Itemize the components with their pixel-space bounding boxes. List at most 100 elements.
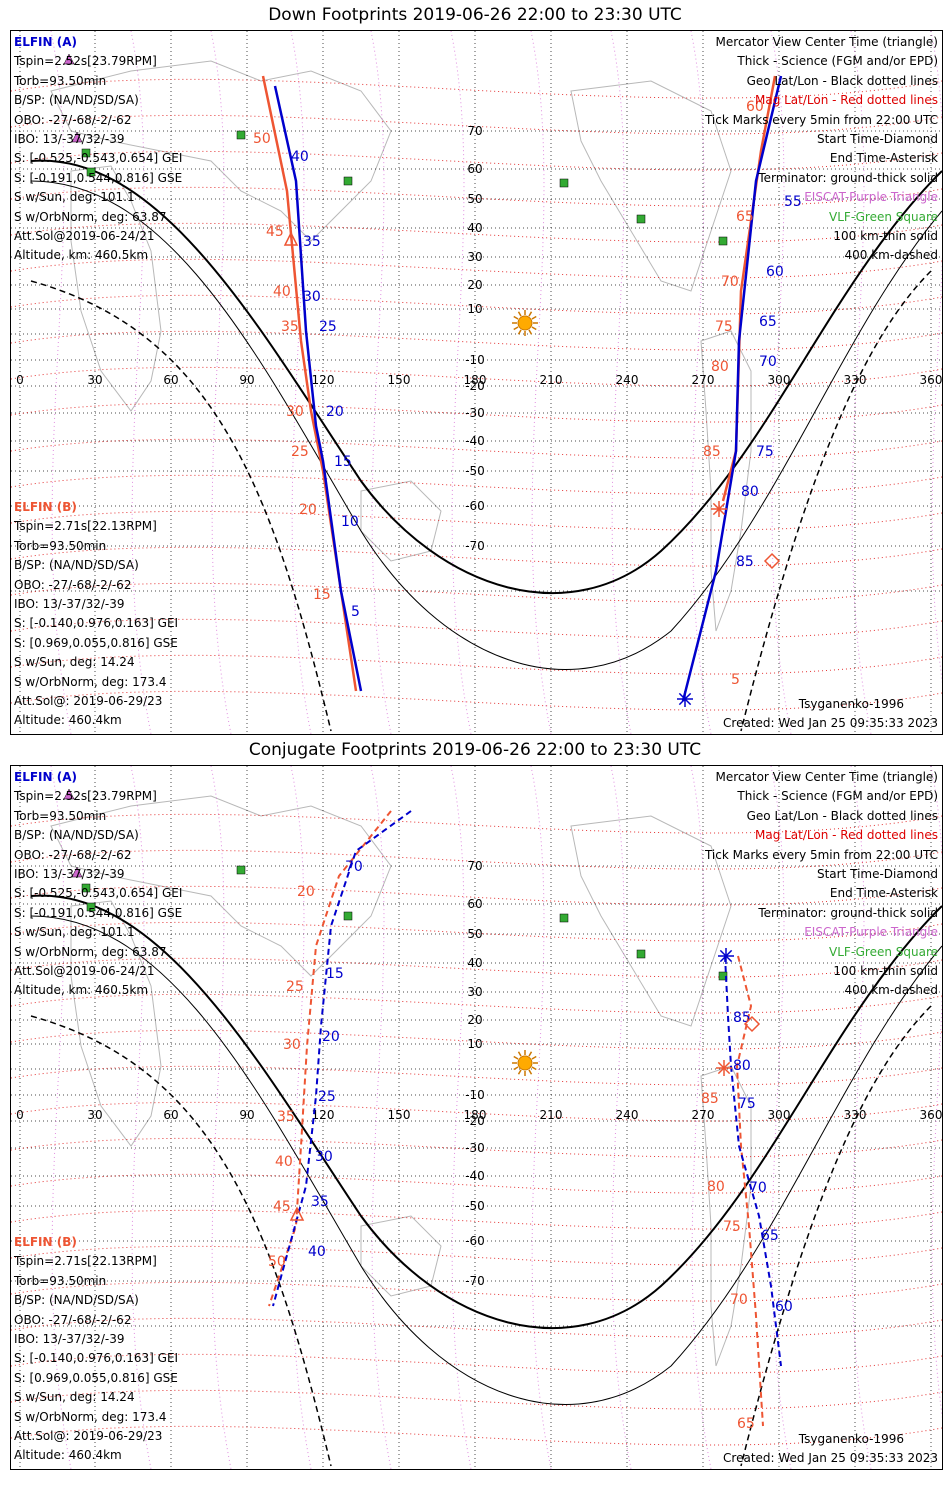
- track-b-tick-label: 65: [737, 1416, 755, 1432]
- sc-b-line: Tspin=2.71s[22.13RPM]: [14, 1254, 157, 1269]
- track-a-tick-label: 20: [322, 1029, 340, 1045]
- track-b-tick-label: 70: [730, 1292, 748, 1308]
- mag-lat-line: [11, 474, 942, 495]
- track-a-tick-label: 55: [784, 194, 802, 210]
- sc-b-line: S w/OrbNorm, deg: 173.4: [14, 1409, 167, 1424]
- legend-item: Terminator: ground-thick solid: [758, 170, 938, 185]
- terminator-ground: [30, 159, 942, 595]
- sc-a-line: Torb=93.50min: [14, 73, 107, 88]
- legend: Mercator View Center Time (triangle) Thi…: [705, 33, 938, 266]
- sc-b-line: Torb=93.50min: [14, 538, 107, 553]
- center-time-triangle: [283, 231, 299, 246]
- end-asterisk: [711, 501, 727, 517]
- vlf-square: [81, 148, 91, 158]
- terminator-100km: [30, 915, 942, 1406]
- sun-ray: [517, 1051, 522, 1057]
- sun-ray: [528, 329, 533, 335]
- vlf-square: [86, 167, 96, 177]
- track-b-tick-label: 75: [715, 319, 733, 335]
- sc-a-line: Altitude, km: 460.5km: [14, 248, 149, 263]
- mag-lon-line: [210, 31, 232, 734]
- sun-ray: [513, 315, 519, 320]
- mag-lon-line: [370, 766, 392, 1469]
- lon-tick-label: 120: [312, 1108, 335, 1122]
- track-b-tick-label: 60: [746, 99, 764, 115]
- legend-item: Start Time-Diamond: [816, 131, 938, 146]
- sc-a-info: ELFIN (A) Tspin=2.52s[23.79RPM] Torb=93.…: [14, 33, 182, 266]
- coastline: [70, 900, 162, 1147]
- legend-item: VLF-Green Square: [829, 209, 938, 224]
- sc-a-name: ELFIN (A): [14, 35, 77, 49]
- sc-a-line: Tspin=2.52s[23.79RPM]: [14, 789, 157, 804]
- asterisk-stroke: [719, 949, 733, 963]
- mag-lat-line: [11, 1209, 942, 1230]
- track-b-tick-label: 80: [707, 1179, 725, 1195]
- terminator-400km: [30, 280, 332, 732]
- sc-b-line: S: [0.969,0.055,0.816] GSE: [14, 635, 178, 650]
- sc-a-line: S: [-0.191,0.544,0.816] GSE: [14, 905, 183, 920]
- lat-tick-label: 50: [467, 927, 482, 941]
- sun-ray: [517, 329, 522, 335]
- coastline: [70, 165, 162, 412]
- sun-icon: [512, 310, 538, 336]
- legend-item: 400 km-dashed: [844, 248, 938, 263]
- lat-tick-label: -50: [465, 1199, 485, 1213]
- sc-b-line: Torb=93.50min: [14, 1273, 107, 1288]
- lat-tick-label: 30: [467, 250, 482, 264]
- sc-b-line: Tspin=2.71s[22.13RPM]: [14, 519, 157, 534]
- vlf-square: [343, 911, 353, 921]
- lon-tick-label: 180: [464, 373, 487, 387]
- sc-b-line: Altitude: 460.4km: [14, 1448, 122, 1463]
- sc-a-line: IBO: 13/-37/32/-39: [14, 131, 125, 146]
- sc-b-line: IBO: 13/-37/32/-39: [14, 1331, 125, 1346]
- mag-lon-line: [130, 766, 152, 1469]
- terminator-400km: [30, 1015, 332, 1467]
- lon-tick-label: 30: [87, 373, 102, 387]
- sc-b-line: IBO: 13/-37/32/-39: [14, 596, 125, 611]
- sun-disc: [517, 1055, 533, 1071]
- track-a-tick-label: 85: [733, 1010, 751, 1026]
- sc-b-line: S: [-0.140,0.976,0.163] GEI: [14, 1351, 179, 1366]
- map-canvas-conjugate: 0 30 60 90 120 150 180 210 240 270 300 330 360 70 60 50…: [11, 766, 942, 1469]
- lat-tick-label: 10: [467, 302, 482, 316]
- lat-tick-label: 40: [467, 221, 482, 235]
- legend-item: Geo Lat/Lon - Black dotted lines: [746, 808, 938, 823]
- sc-a-line: OBO: -27/-68/-2/-62: [14, 112, 132, 127]
- vlf-square: [236, 130, 246, 140]
- sun-ray: [517, 311, 522, 317]
- sc-a-info: ELFIN (A) Tspin=2.52s[23.79RPM] Torb=93.…: [14, 768, 182, 1001]
- lat-tick-label: -60: [465, 499, 485, 513]
- sc-a-line: S w/Sun, deg: 101.1: [14, 925, 135, 940]
- end-asterisk: [677, 691, 693, 707]
- track-b-tick-label: 45: [273, 1199, 291, 1215]
- legend-item: Tick Marks every 5min from 22:00 UTC: [704, 847, 938, 862]
- track-a-tick-label: 15: [326, 966, 344, 982]
- created-label: Created: Wed Jan 25 09:35:33 2023: [723, 1451, 938, 1465]
- sc-a-line: S w/Sun, deg: 101.1: [14, 190, 135, 205]
- legend-item: 400 km-dashed: [844, 983, 938, 998]
- start-diamond: [763, 552, 781, 570]
- lon-tick-label: 240: [616, 1108, 639, 1122]
- terminator-400km: [740, 1005, 932, 1467]
- eiscat-triangle: [71, 131, 83, 143]
- track-a-tick-label: 65: [759, 314, 777, 330]
- lon-tick-label: 360: [920, 1108, 942, 1122]
- track-b-tick-label: 85: [701, 1091, 719, 1107]
- sc-b-line: S w/Sun, deg: 14.24: [14, 1390, 135, 1405]
- lon-tick-label: 90: [239, 1108, 254, 1122]
- sc-b-line: OBO: -27/-68/-2/-62: [14, 577, 132, 592]
- terminator-ground: [30, 894, 942, 1330]
- mag-lon-line: [850, 766, 872, 1469]
- lon-tick-label: 150: [388, 373, 411, 387]
- lat-tick-label: -70: [465, 1274, 485, 1288]
- mag-lon-line: [690, 766, 712, 1469]
- mag-lon-line: [850, 31, 872, 734]
- lat-tick-label: 30: [467, 985, 482, 999]
- sun-ray: [528, 1069, 533, 1075]
- track-b-tick-label: 45: [266, 224, 284, 240]
- sc-b-line: Att.Sol@: 2019-06-29/23: [14, 693, 163, 708]
- sc-b-line: OBO: -27/-68/-2/-62: [14, 1312, 132, 1327]
- sun-ray: [528, 1051, 533, 1057]
- legend-item: Start Time-Diamond: [816, 866, 938, 881]
- eiscat-triangle: [63, 788, 75, 800]
